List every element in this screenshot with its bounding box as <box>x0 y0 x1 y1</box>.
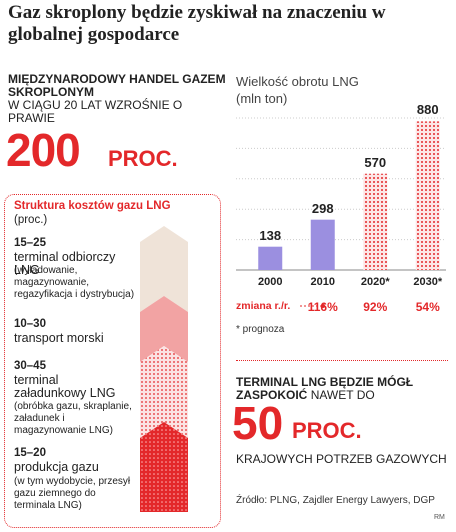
segment-4-label: produkcja gazu <box>14 460 99 474</box>
terminal-tail: KRAJOWYCH POTRZEB GAZOWYCH <box>236 452 447 466</box>
bar-value-label: 570 <box>364 154 387 170</box>
segment-4-range: 15–20 <box>14 447 46 459</box>
bar-2020 <box>363 173 388 270</box>
source-note: Źródło: PLNG, Zajdler Energy Lawyers, DG… <box>236 495 435 506</box>
change-leader-line <box>300 304 325 308</box>
bar-value-label: 138 <box>259 227 282 243</box>
intro-subline: W CIĄGU 20 LAT WZROŚNIE O PRAWIE <box>8 98 183 125</box>
segment-4-note: (w tym wydobycie, przesył gazu ziemnego … <box>14 476 131 511</box>
big-number-50: 50 <box>232 397 284 449</box>
lng-volume-chart <box>236 117 446 271</box>
segment-2-range: 10–30 <box>14 318 46 330</box>
change-label: zmiana r./r. <box>236 300 290 312</box>
bar-2010 <box>310 219 335 270</box>
x-tick-label: 2010 <box>310 276 335 288</box>
cost-segment-shipping <box>140 296 188 362</box>
big-number-unit: PROC. <box>108 146 178 171</box>
chart-title-block: Wielkość obrotu LNG (mln ton) <box>236 73 436 107</box>
segment-2-label: transport morski <box>14 331 104 345</box>
terminal-headline-bold: TERMINAL LNG BĘDZIE MÓGŁ ZASPOKOIĆ <box>236 375 414 402</box>
segment-1-label: terminal odbiorczy LNG <box>14 250 116 277</box>
change-value: 116% <box>307 300 338 314</box>
section-divider <box>236 360 448 361</box>
cost-structure-box <box>4 194 221 528</box>
segment-1-range: 15–25 <box>14 237 46 249</box>
change-value: 54% <box>415 300 440 314</box>
cost-segment-loading <box>140 346 188 438</box>
change-label-text: zmiana r./r. <box>236 300 291 312</box>
chart-footnote: * prognoza <box>236 324 285 335</box>
bar-value-label: 298 <box>311 200 334 216</box>
terminal-headline: TERMINAL LNG BĘDZIE MÓGŁ ZASPOKOIĆ NAWET… <box>236 376 448 402</box>
x-tick-label: 2020* <box>360 276 390 288</box>
chart-title: Wielkość obrotu LNG <box>236 74 359 89</box>
x-tick-label: 2000 <box>258 276 283 288</box>
segment-1-note: (wyładowanie, magazynowanie, regazyfikac… <box>14 265 135 300</box>
bar-2000 <box>258 246 283 270</box>
chart-unit: (mln ton) <box>236 91 288 106</box>
terminal-headline-plain: NAWET DO <box>310 388 375 402</box>
cost-structure-title: Struktura kosztów gazu LNG <box>14 200 171 212</box>
cost-segment-receiving <box>140 226 188 312</box>
big-number-50-unit: PROC. <box>292 418 362 443</box>
page-title: Gaz skroplony będzie zyskiwał na znaczen… <box>8 2 386 45</box>
segment-3-note: (obróbka gazu, skraplanie, załadunek i m… <box>14 401 132 436</box>
intro-headline: MIĘDZYNARODOWY HANDEL GAZEM SKROPLONYM <box>8 72 226 99</box>
x-tick-label: 2030* <box>413 276 443 288</box>
bar-2030 <box>415 121 440 270</box>
segment-3-label: terminal załadunkowy LNG <box>14 373 116 400</box>
bar-value-label: 880 <box>416 102 439 118</box>
cost-structure-unit: (proc.) <box>14 214 48 226</box>
change-value: 92% <box>363 300 388 314</box>
segment-3-range: 30–45 <box>14 360 46 372</box>
cost-segment-production <box>140 422 188 512</box>
big-number-200: 200 <box>6 124 81 176</box>
author-credit: RM <box>434 514 445 521</box>
